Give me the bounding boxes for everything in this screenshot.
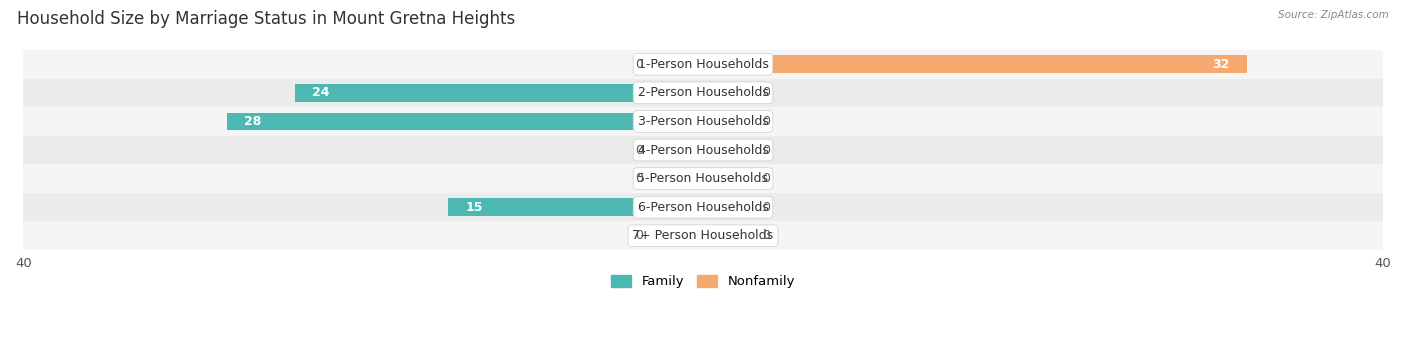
Text: 28: 28 <box>245 115 262 128</box>
Text: Source: ZipAtlas.com: Source: ZipAtlas.com <box>1278 10 1389 20</box>
Text: 0: 0 <box>762 144 770 157</box>
Text: 6-Person Households: 6-Person Households <box>637 201 769 214</box>
Bar <box>703 55 1247 73</box>
Text: 4-Person Households: 4-Person Households <box>637 144 769 157</box>
Text: 5-Person Households: 5-Person Households <box>637 172 769 185</box>
Bar <box>703 84 754 102</box>
Bar <box>703 113 754 130</box>
Bar <box>295 84 703 102</box>
Text: 7+ Person Households: 7+ Person Households <box>633 229 773 242</box>
Bar <box>652 170 703 188</box>
Bar <box>703 198 754 216</box>
Bar <box>228 113 703 130</box>
Bar <box>24 78 1382 107</box>
Bar <box>652 227 703 244</box>
Bar <box>449 198 703 216</box>
Bar <box>24 164 1382 193</box>
Text: 0: 0 <box>762 201 770 214</box>
Text: 15: 15 <box>465 201 482 214</box>
Text: 0: 0 <box>762 172 770 185</box>
Bar <box>703 227 754 244</box>
Legend: Family, Nonfamily: Family, Nonfamily <box>606 270 800 294</box>
Bar <box>703 141 754 159</box>
Text: 32: 32 <box>1212 58 1230 71</box>
Text: Household Size by Marriage Status in Mount Gretna Heights: Household Size by Marriage Status in Mou… <box>17 10 515 28</box>
Text: 2-Person Households: 2-Person Households <box>637 86 769 99</box>
Bar <box>24 50 1382 78</box>
Text: 0: 0 <box>636 144 644 157</box>
Text: 0: 0 <box>762 229 770 242</box>
Bar <box>652 141 703 159</box>
Text: 0: 0 <box>762 115 770 128</box>
Text: 0: 0 <box>762 86 770 99</box>
Text: 0: 0 <box>636 58 644 71</box>
Bar <box>652 55 703 73</box>
Bar <box>24 193 1382 222</box>
Bar <box>24 222 1382 250</box>
Text: 3-Person Households: 3-Person Households <box>637 115 769 128</box>
Text: 24: 24 <box>312 86 330 99</box>
Text: 0: 0 <box>636 229 644 242</box>
Bar <box>703 170 754 188</box>
Bar <box>24 107 1382 136</box>
Bar <box>24 136 1382 164</box>
Text: 1-Person Households: 1-Person Households <box>637 58 769 71</box>
Text: 0: 0 <box>636 172 644 185</box>
